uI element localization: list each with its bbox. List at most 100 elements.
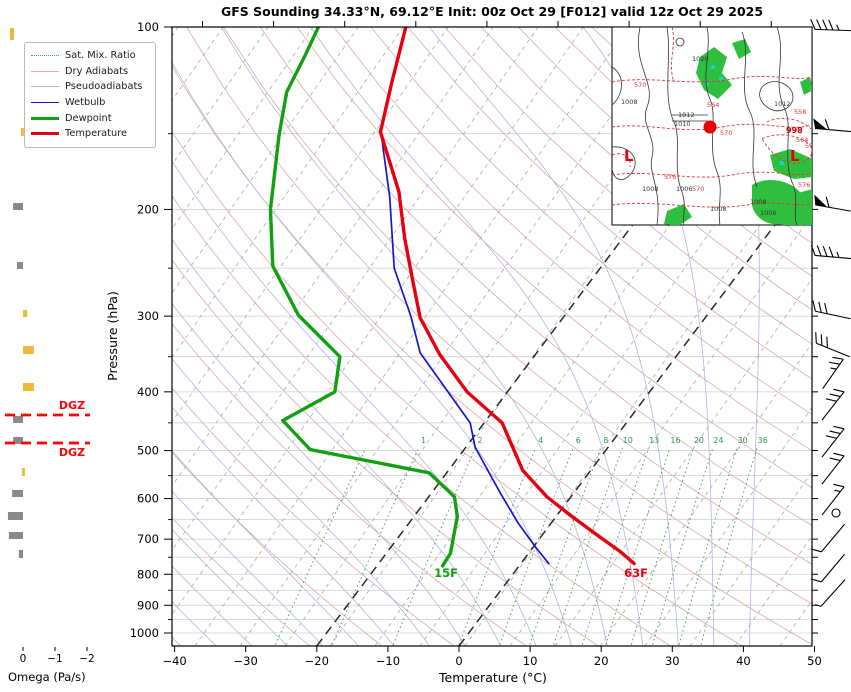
map-thickness-contours [612, 27, 812, 208]
barb-full-tick [820, 334, 823, 346]
barb-pennant [814, 194, 828, 207]
barb-full-tick [833, 388, 845, 393]
omega-bar [9, 28, 15, 40]
sounding-curves [268, 27, 636, 568]
mixing-ratio-line [700, 447, 758, 645]
pseudoadiabat-line [221, 27, 608, 646]
wind-barb-column [810, 19, 851, 607]
mixing-ratio-line [678, 447, 738, 645]
barb-full-tick [828, 361, 840, 365]
pressure-tick-label: 700 [137, 532, 159, 546]
dry-adiabat-line [172, 451, 383, 646]
legend-item-dry-adiabats: Dry Adiabats [31, 64, 149, 80]
barb-staff [815, 127, 851, 133]
wind-barb-icon [815, 332, 850, 358]
wind-barb-icon [810, 19, 851, 32]
map-contour-value-label: 1008 [750, 198, 767, 206]
legend-item-pseudoadiabats: Pseudoadiabats [31, 79, 149, 95]
map-contour-value-label: 1012 [678, 111, 695, 119]
dry-adiabat-line [172, 195, 671, 646]
legend-label: Temperature [65, 128, 128, 140]
dry-adiabat-line [260, 27, 812, 526]
barb-staff [821, 523, 845, 553]
inset-map-content: 1020570100810121010564570101255899856457… [612, 27, 817, 225]
dry-adiabat-line [444, 27, 812, 345]
pressure-axis-label: Pressure (hPa) [105, 291, 120, 381]
map-contour-value-label: 1020 [692, 55, 709, 63]
surface-temp-label: 63F [624, 566, 648, 580]
temperature-axis-label: Temperature (°C) [438, 670, 547, 685]
temperature-tick-label: 0 [455, 654, 462, 668]
isotherm-dashed-line [509, 213, 812, 646]
omega-bar [21, 128, 24, 136]
map-contour-value-label: 564 [707, 101, 719, 109]
dry-adiabat-line [223, 27, 812, 565]
omega-bar [8, 532, 23, 539]
barb-full-tick [824, 302, 828, 314]
map-contour-value-label: 570 [720, 129, 732, 137]
wind-barb-icon [810, 244, 851, 260]
barb-full-tick [815, 332, 817, 344]
pseudoadiabat-line [172, 61, 573, 646]
wind-barb-icon [810, 523, 845, 553]
mixing-ratio-line [499, 447, 574, 645]
sounding-location-dot[interactable] [703, 120, 717, 134]
barb-staff [821, 553, 845, 583]
omega-bar [23, 310, 28, 317]
wind-barb-icon [822, 356, 844, 390]
map-mixed-precip [706, 65, 784, 165]
pseudoadiabat-line [172, 450, 359, 646]
temperature-tick-label: 10 [523, 654, 538, 668]
temperature-tick-label: 30 [665, 654, 680, 668]
isotherm-dashed-line [239, 27, 674, 646]
barb-full-tick [818, 301, 822, 313]
mixing-ratio-label: 2 [478, 436, 483, 445]
wind-barb-icon [821, 483, 845, 516]
omega-bar [7, 512, 23, 520]
isotherm-dashed-line [172, 27, 584, 616]
mixing-ratio-line [392, 447, 476, 645]
omega-bar [18, 550, 23, 558]
map-contour-value-label: 570 [634, 81, 646, 89]
map-contour-value-label: 1008 [710, 205, 727, 213]
map-low-center-label: L [790, 147, 800, 165]
barb-half-tick [836, 24, 840, 31]
mixing-ratio-label: 16 [670, 436, 680, 445]
legend-item-wetbulb: Wetbulb [31, 95, 149, 111]
pressure-tick-label: 400 [137, 385, 159, 399]
barb-full-tick [812, 300, 816, 312]
legend-label: Pseudoadiabats [65, 81, 143, 93]
barb-full-tick [833, 483, 845, 488]
isotherm-dashed-line [419, 85, 812, 646]
map-contour-value-label: 558 [794, 108, 806, 116]
barb-full-tick [829, 430, 841, 435]
legend-item-temperature: Temperature [31, 126, 149, 142]
omega-bar [16, 262, 23, 269]
dgz-label: DGZ [59, 399, 85, 412]
map-contour-value-label: 998 [786, 126, 803, 135]
annotations: 15F 63F [434, 566, 648, 580]
plot-frame [171, 26, 813, 647]
pseudoadiabat-line [172, 565, 252, 646]
legend-item-satmix: Sat. Mix. Ratio [31, 48, 149, 64]
page-title: GFS Sounding 34.33°N, 69.12°E Init: 00z … [220, 4, 764, 19]
mixing-ratio-line [458, 447, 537, 645]
temperature-tick-label: −30 [234, 654, 258, 668]
map-contour-value-label: 1008 [642, 185, 659, 193]
barb-staff [820, 579, 846, 607]
omega-bar [13, 437, 23, 444]
pseudoadiabat-line [172, 490, 324, 646]
omega-bar [12, 490, 23, 497]
barb-full-tick [832, 356, 844, 360]
barb-full-tick [810, 578, 822, 583]
map-contour-value-label: 570 [805, 142, 817, 150]
mixing-ratio-line [529, 447, 602, 645]
map-precip-shading [664, 39, 812, 225]
temperature-line-sample-icon [31, 132, 59, 136]
pressure-tick-label: 1000 [130, 626, 159, 640]
pressure-tick-label: 100 [137, 20, 159, 34]
pressure-tick-label: 800 [137, 567, 159, 581]
skewt-background-lines: 1 2 4 6 8 10 13 16 20 24 30 36 [172, 27, 812, 646]
barb-staff [822, 358, 844, 390]
